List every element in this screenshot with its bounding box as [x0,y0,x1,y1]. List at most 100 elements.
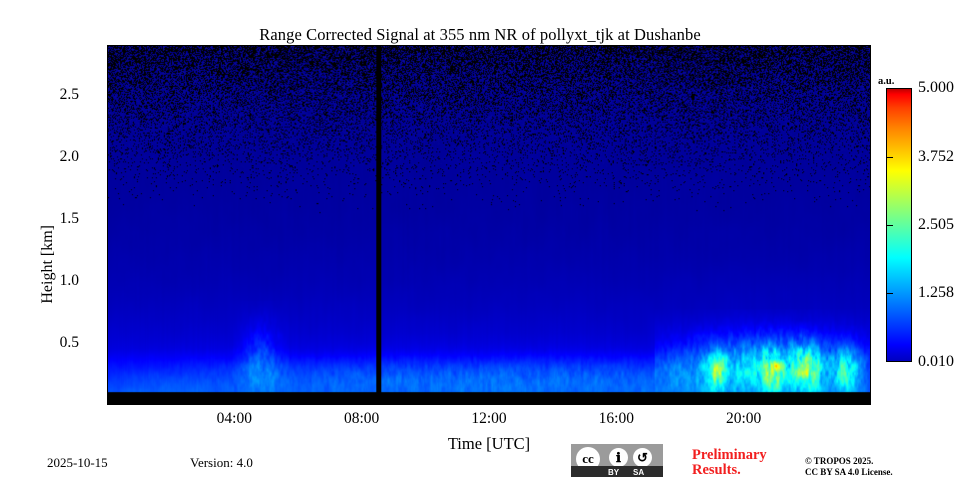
x-tick-top-minor [267,45,268,46]
y-tick-right-minor [870,195,871,196]
y-tick-right-minor [870,319,871,320]
creative-commons-badge-icon[interactable]: cc ℹ ↺ BY SA [571,444,663,477]
x-tick-top-minor [713,45,714,46]
copyright-line-1: © TROPOS 2025. [805,456,874,466]
x-tick-minor [586,404,587,405]
y-tick-right-minor [870,183,871,184]
colorbar-tick-label: 2.505 [918,216,954,233]
x-tick-top-minor [458,45,459,46]
colorbar-tick-label: 3.752 [918,147,954,165]
y-tick-label: 2.0 [59,147,79,165]
colorbar-tick-label: 5.000 [918,79,954,96]
x-tick-minor [204,404,205,405]
footer-version: Version: 4.0 [190,455,253,470]
y-tick-right-major [870,96,871,97]
y-tick-right-minor [870,58,871,59]
y-tick-right-minor [870,71,871,72]
x-tick-top-minor [554,45,555,46]
x-tick-label: 16:00 [598,410,634,427]
y-tick-label: 1.5 [59,209,79,227]
x-tick-top-minor [808,45,809,46]
cc-sa-label: SA [633,468,645,477]
y-tick-right-major [870,158,871,159]
y-tick-minor [107,319,108,320]
x-tick-minor [140,404,141,405]
y-tick-minor [107,195,108,196]
colorbar-tick-label: 0.010 [918,353,954,370]
preliminary-line-2: Results. [692,462,741,478]
y-tick-minor [107,332,108,333]
copyright-notice: © TROPOS 2025. CC BY SA 4.0 License. [805,456,893,478]
x-tick-label: 20:00 [726,410,762,427]
y-axis-label: Height [km] [39,225,56,304]
y-tick-minor [107,245,108,246]
colorbar-tick [886,225,893,226]
y-tick-right-minor [870,120,871,121]
y-tick-minor [107,133,108,134]
x-tick-minor [808,404,809,405]
y-tick-major [107,96,108,97]
preliminary-results-notice: Preliminary Results. [692,448,802,478]
y-tick-right-minor [870,133,871,134]
y-tick-right-minor [870,269,871,270]
y-tick-major [107,220,108,221]
x-tick-minor [777,404,778,405]
x-tick-top-minor [649,45,650,46]
heatmap-axes[interactable] [107,45,871,405]
colorbar-tick [886,293,893,295]
x-tick-top-minor [840,45,841,46]
y-tick-minor [107,108,108,109]
y-tick-minor [107,381,108,382]
cc-badge-row: cc ℹ ↺ [571,444,663,471]
x-tick-minor [458,404,459,405]
x-tick-major [235,404,236,405]
y-tick-right-major [870,220,871,221]
y-tick-right-minor [870,245,871,246]
x-tick-minor [522,404,523,405]
preliminary-line-1: Preliminary [692,447,767,463]
y-tick-right-minor [870,369,871,370]
y-tick-right-minor [870,332,871,333]
copyright-line-2: CC BY SA 4.0 License. [805,467,893,477]
x-tick-major [617,404,618,405]
y-tick-minor [107,71,108,72]
x-tick-top-minor [395,45,396,46]
x-tick-major [490,404,491,405]
y-tick-minor [107,394,108,395]
x-tick-label: 12:00 [471,410,507,427]
x-tick-minor [681,404,682,405]
y-tick-right-major [870,344,871,345]
x-tick-top-minor [108,45,109,46]
y-tick-label: 0.5 [59,333,79,351]
y-tick-right-minor [870,232,871,233]
x-tick-top-minor [331,45,332,46]
y-tick-right-minor [870,394,871,395]
y-tick-minor [107,183,108,184]
x-tick-top-minor [586,45,587,46]
x-tick-top-minor [140,45,141,46]
x-tick-minor [299,404,300,405]
cc-badge-dark-bar [571,466,663,477]
y-tick-minor [107,207,108,208]
x-tick-minor [426,404,427,405]
page-title: Range Corrected Signal at 355 nm NR of p… [259,25,701,44]
y-tick-major [107,282,108,283]
y-tick-minor [107,145,108,146]
cc-by-icon: ℹ [609,448,628,467]
cc-sa-icon: ↺ [633,448,652,467]
x-tick-top-major [745,45,746,46]
y-tick-right-minor [870,145,871,146]
x-tick-top-minor [204,45,205,46]
y-tick-major [107,344,108,345]
y-tick-major [107,158,108,159]
x-axis-label: Time [UTC] [447,434,531,453]
x-tick-top-major [363,45,364,46]
y-tick-minor [107,232,108,233]
y-tick-right-minor [870,294,871,295]
x-tick-top-minor [777,45,778,46]
x-tick-minor [395,404,396,405]
y-tick-right-minor [870,83,871,84]
y-tick-minor [107,369,108,370]
x-tick-minor [554,404,555,405]
